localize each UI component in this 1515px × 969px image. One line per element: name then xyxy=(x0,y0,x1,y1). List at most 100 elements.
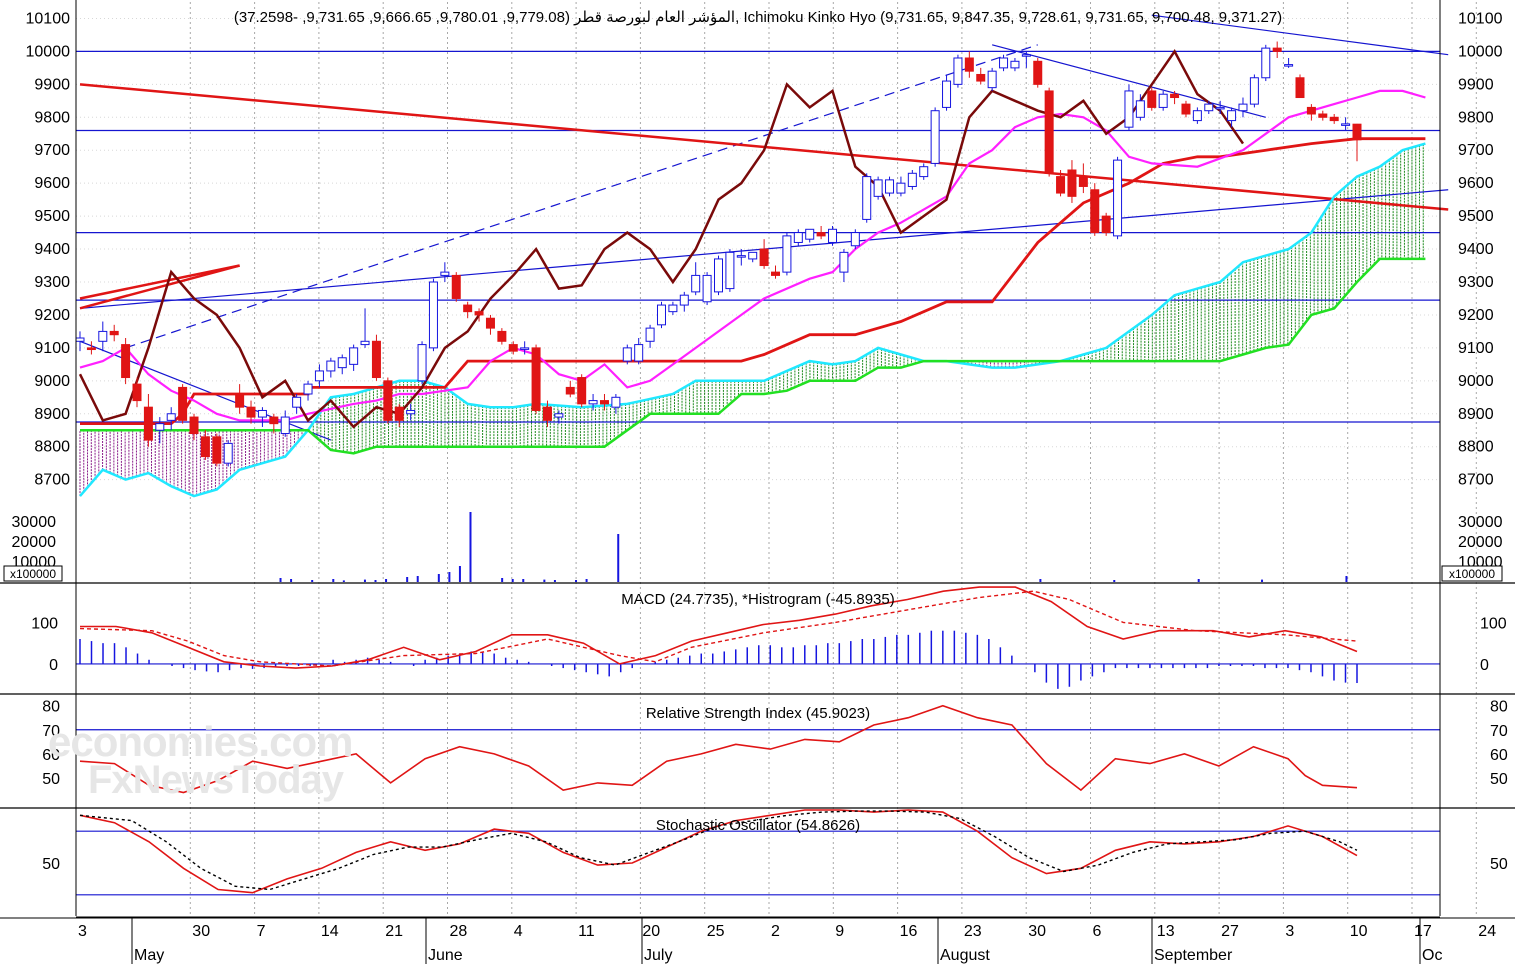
candle-down xyxy=(577,377,587,405)
candle-up xyxy=(166,413,176,421)
candle-up xyxy=(314,370,324,382)
day-tick-label: 23 xyxy=(964,923,982,940)
candle-up xyxy=(645,327,655,342)
day-tick-label: 3 xyxy=(1285,923,1294,940)
month-label: September xyxy=(1154,947,1233,964)
price-tick-right: 8700 xyxy=(1458,472,1494,489)
price-tick-right: 9900 xyxy=(1458,76,1494,93)
price-tick-right: 9200 xyxy=(1458,307,1494,324)
volume-unit-box xyxy=(3,565,63,582)
candle-down xyxy=(394,406,404,421)
volume-unit-label: x100000 xyxy=(10,567,56,581)
macd-title: MACD (24.7735), *Histrogram (-45.8935) xyxy=(621,591,894,608)
candle-up xyxy=(588,400,598,405)
day-tick-label: 9 xyxy=(835,923,844,940)
candle-down xyxy=(1352,123,1362,141)
candle-up xyxy=(428,281,438,349)
candle-up xyxy=(999,57,1009,69)
rsi-tick-right: 50 xyxy=(1490,771,1508,788)
candle-up xyxy=(805,228,815,240)
candle-up xyxy=(1204,103,1214,112)
candle-down xyxy=(1181,103,1191,115)
candle-up xyxy=(885,179,895,194)
trend-guides xyxy=(76,14,1449,441)
price-tick-left: 9700 xyxy=(34,142,70,159)
candle-down xyxy=(1329,116,1339,122)
day-tick-label: 4 xyxy=(514,923,523,940)
price-tick-right: 8900 xyxy=(1458,406,1494,423)
candle-down xyxy=(759,248,769,267)
candle-up xyxy=(987,70,997,89)
candle-down xyxy=(371,340,381,379)
month-label: June xyxy=(428,947,463,964)
candle-down xyxy=(771,271,781,276)
candle-up xyxy=(223,442,233,464)
day-tick-label: 3 xyxy=(78,923,87,940)
candle-down xyxy=(565,386,575,395)
candle-up xyxy=(736,255,746,258)
candle-down xyxy=(1078,176,1088,187)
candle-down xyxy=(1306,106,1316,115)
candle-up xyxy=(1341,123,1351,126)
price-tick-left: 8800 xyxy=(34,439,70,456)
price-tick-left: 9800 xyxy=(34,109,70,126)
rsi-panel xyxy=(76,704,1440,794)
price-tick-right: 10000 xyxy=(1458,43,1503,60)
stochastic-tick-right: 50 xyxy=(1490,856,1508,873)
day-tick-label: 21 xyxy=(385,923,403,940)
price-tick-left: 9400 xyxy=(34,241,70,258)
macd-panel xyxy=(76,586,1440,689)
candle-down xyxy=(212,436,222,464)
candle-up xyxy=(1227,110,1237,122)
candle-down xyxy=(451,274,461,299)
candle-up xyxy=(1135,100,1145,118)
price-tick-left: 9900 xyxy=(34,76,70,93)
candle-up xyxy=(793,232,803,243)
day-tick-label: 25 xyxy=(707,923,725,940)
rsi-tick-left: 70 xyxy=(42,723,60,740)
candle-down xyxy=(269,416,279,425)
rsi-tick-left: 60 xyxy=(42,747,60,764)
volume-bars xyxy=(279,512,1348,582)
candle-up xyxy=(520,347,530,350)
day-tick-label: 2 xyxy=(771,923,780,940)
day-tick-label: 10 xyxy=(1350,923,1368,940)
candle-down xyxy=(235,393,245,408)
day-tick-label: 24 xyxy=(1478,923,1496,940)
macd-tick-left: 100 xyxy=(31,615,58,632)
rsi-tick-right: 70 xyxy=(1490,723,1508,740)
price-tick-right: 9000 xyxy=(1458,373,1494,390)
candle-up xyxy=(1215,106,1225,110)
candle-up xyxy=(668,304,678,313)
candle-up xyxy=(622,347,632,362)
candle-down xyxy=(246,406,256,418)
price-tick-right: 8800 xyxy=(1458,439,1494,456)
candle-up xyxy=(303,383,313,395)
rsi-tick-right: 60 xyxy=(1490,747,1508,764)
candle-down xyxy=(1033,60,1043,85)
candle-down xyxy=(121,344,131,379)
day-tick-label: 28 xyxy=(450,923,468,940)
candles xyxy=(75,41,1362,467)
month-label: May xyxy=(134,947,164,964)
candle-up xyxy=(714,258,723,293)
stochastic-panel xyxy=(76,809,1440,896)
candle-down xyxy=(1067,169,1077,197)
senkou-span-b xyxy=(80,257,1426,455)
price-tick-left: 9000 xyxy=(34,373,70,390)
volume-tick-left: 30000 xyxy=(12,514,57,531)
price-tick-left: 9600 xyxy=(34,175,70,192)
candle-up xyxy=(691,274,701,293)
stochastic-title: Stochastic Oscillator (54.8626) xyxy=(656,817,860,834)
candle-up xyxy=(828,228,838,243)
volume-tick-right: 20000 xyxy=(1458,534,1503,551)
stochastic-d-line xyxy=(79,810,1358,891)
price-tick-right: 9400 xyxy=(1458,241,1494,258)
trend-line xyxy=(1151,14,1449,56)
price-tick-right: 9300 xyxy=(1458,274,1494,291)
month-label: July xyxy=(644,947,672,964)
candle-down xyxy=(178,386,188,421)
macd-tick-left: 0 xyxy=(49,657,58,674)
candle-up xyxy=(896,182,906,194)
